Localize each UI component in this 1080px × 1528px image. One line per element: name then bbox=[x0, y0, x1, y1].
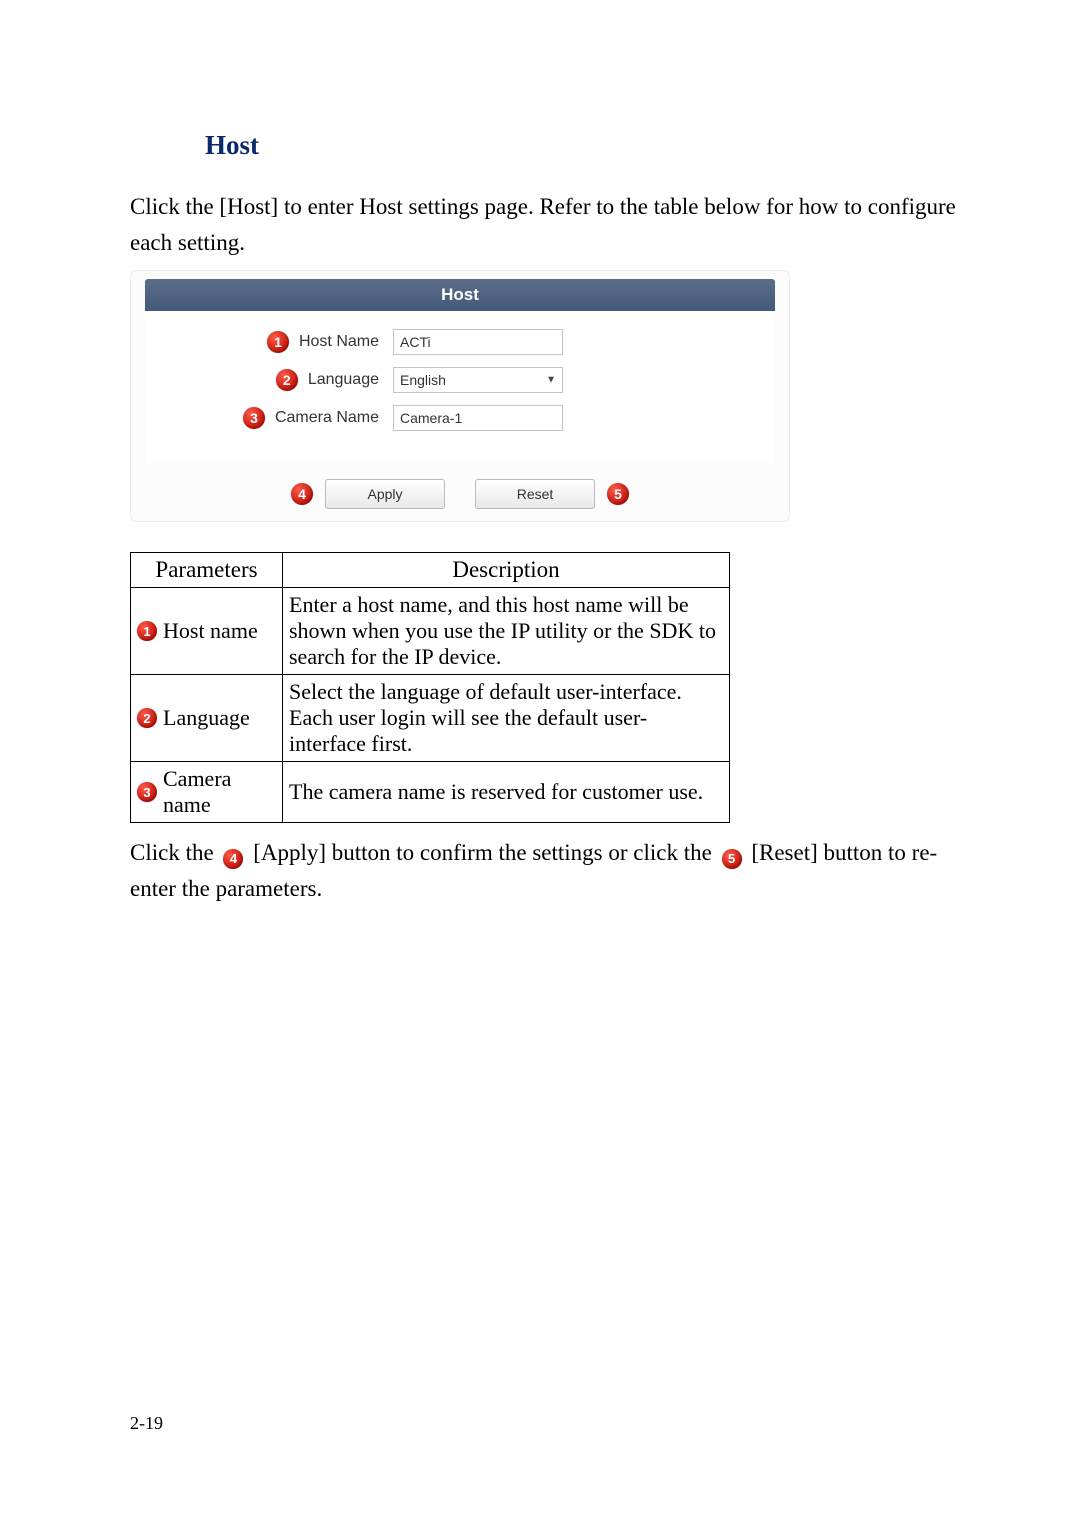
section-title: Host bbox=[205, 130, 960, 161]
after-pre: Click the bbox=[130, 840, 219, 865]
description-table: Parameters Description 1 Host name Enter… bbox=[130, 552, 730, 823]
after-text: Click the 4 [Apply] button to confirm th… bbox=[130, 835, 960, 906]
camera-name-label: Camera Name bbox=[275, 409, 379, 427]
host-name-label: Host Name bbox=[299, 333, 379, 351]
table-row: 1 Host name Enter a host name, and this … bbox=[131, 588, 730, 675]
param-host-name: Host name bbox=[163, 618, 258, 644]
reset-group: Reset 5 bbox=[475, 479, 629, 509]
row-host-name: 1 Host Name bbox=[169, 329, 751, 355]
intro-text: Click the [Host] to enter Host settings … bbox=[130, 189, 960, 260]
badge-3-icon: 3 bbox=[243, 407, 265, 429]
apply-group: 4 Apply bbox=[291, 479, 445, 509]
label-camera-name: 3 Camera Name bbox=[169, 407, 379, 429]
panel-body: 1 Host Name 2 Language English bbox=[145, 311, 775, 453]
page: Host Click the [Host] to enter Host sett… bbox=[0, 0, 1080, 907]
button-row: 4 Apply Reset 5 bbox=[145, 479, 775, 509]
label-language: 2 Language bbox=[169, 369, 379, 391]
chevron-down-icon: ▼ bbox=[546, 375, 556, 386]
after-mid: [Apply] button to confirm the settings o… bbox=[253, 840, 717, 865]
th-parameters: Parameters bbox=[131, 553, 283, 588]
row-language: 2 Language English ▼ bbox=[169, 367, 751, 393]
language-selected-value: English bbox=[400, 372, 446, 388]
badge-4-icon: 4 bbox=[223, 849, 243, 869]
panel-header: Host bbox=[145, 279, 775, 311]
badge-3-icon: 3 bbox=[137, 782, 157, 802]
camera-name-input[interactable] bbox=[393, 405, 563, 431]
badge-4-icon: 4 bbox=[291, 483, 313, 505]
badge-2-icon: 2 bbox=[137, 708, 157, 728]
host-name-input[interactable] bbox=[393, 329, 563, 355]
host-panel-inner: Host 1 Host Name 2 Language bbox=[145, 279, 775, 463]
table-row: 3 Camera name The camera name is reserve… bbox=[131, 762, 730, 823]
param-language: Language bbox=[163, 705, 250, 731]
apply-button[interactable]: Apply bbox=[325, 479, 445, 509]
desc-host-name: Enter a host name, and this host name wi… bbox=[283, 588, 730, 675]
host-panel: Host 1 Host Name 2 Language bbox=[130, 270, 790, 522]
desc-language: Select the language of default user-inte… bbox=[283, 675, 730, 762]
badge-1-icon: 1 bbox=[137, 621, 157, 641]
label-host-name: 1 Host Name bbox=[169, 331, 379, 353]
page-number: 2-19 bbox=[130, 1413, 163, 1434]
table-row: 2 Language Select the language of defaul… bbox=[131, 675, 730, 762]
desc-camera-name: The camera name is reserved for customer… bbox=[283, 762, 730, 823]
language-label: Language bbox=[308, 371, 379, 389]
param-camera-name: Camera name bbox=[163, 766, 276, 818]
language-select[interactable]: English ▼ bbox=[393, 367, 563, 393]
badge-2-icon: 2 bbox=[276, 369, 298, 391]
th-description: Description bbox=[283, 553, 730, 588]
row-camera-name: 3 Camera Name bbox=[169, 405, 751, 431]
badge-5-icon: 5 bbox=[607, 483, 629, 505]
badge-1-icon: 1 bbox=[267, 331, 289, 353]
badge-5-icon: 5 bbox=[722, 849, 742, 869]
reset-button[interactable]: Reset bbox=[475, 479, 595, 509]
